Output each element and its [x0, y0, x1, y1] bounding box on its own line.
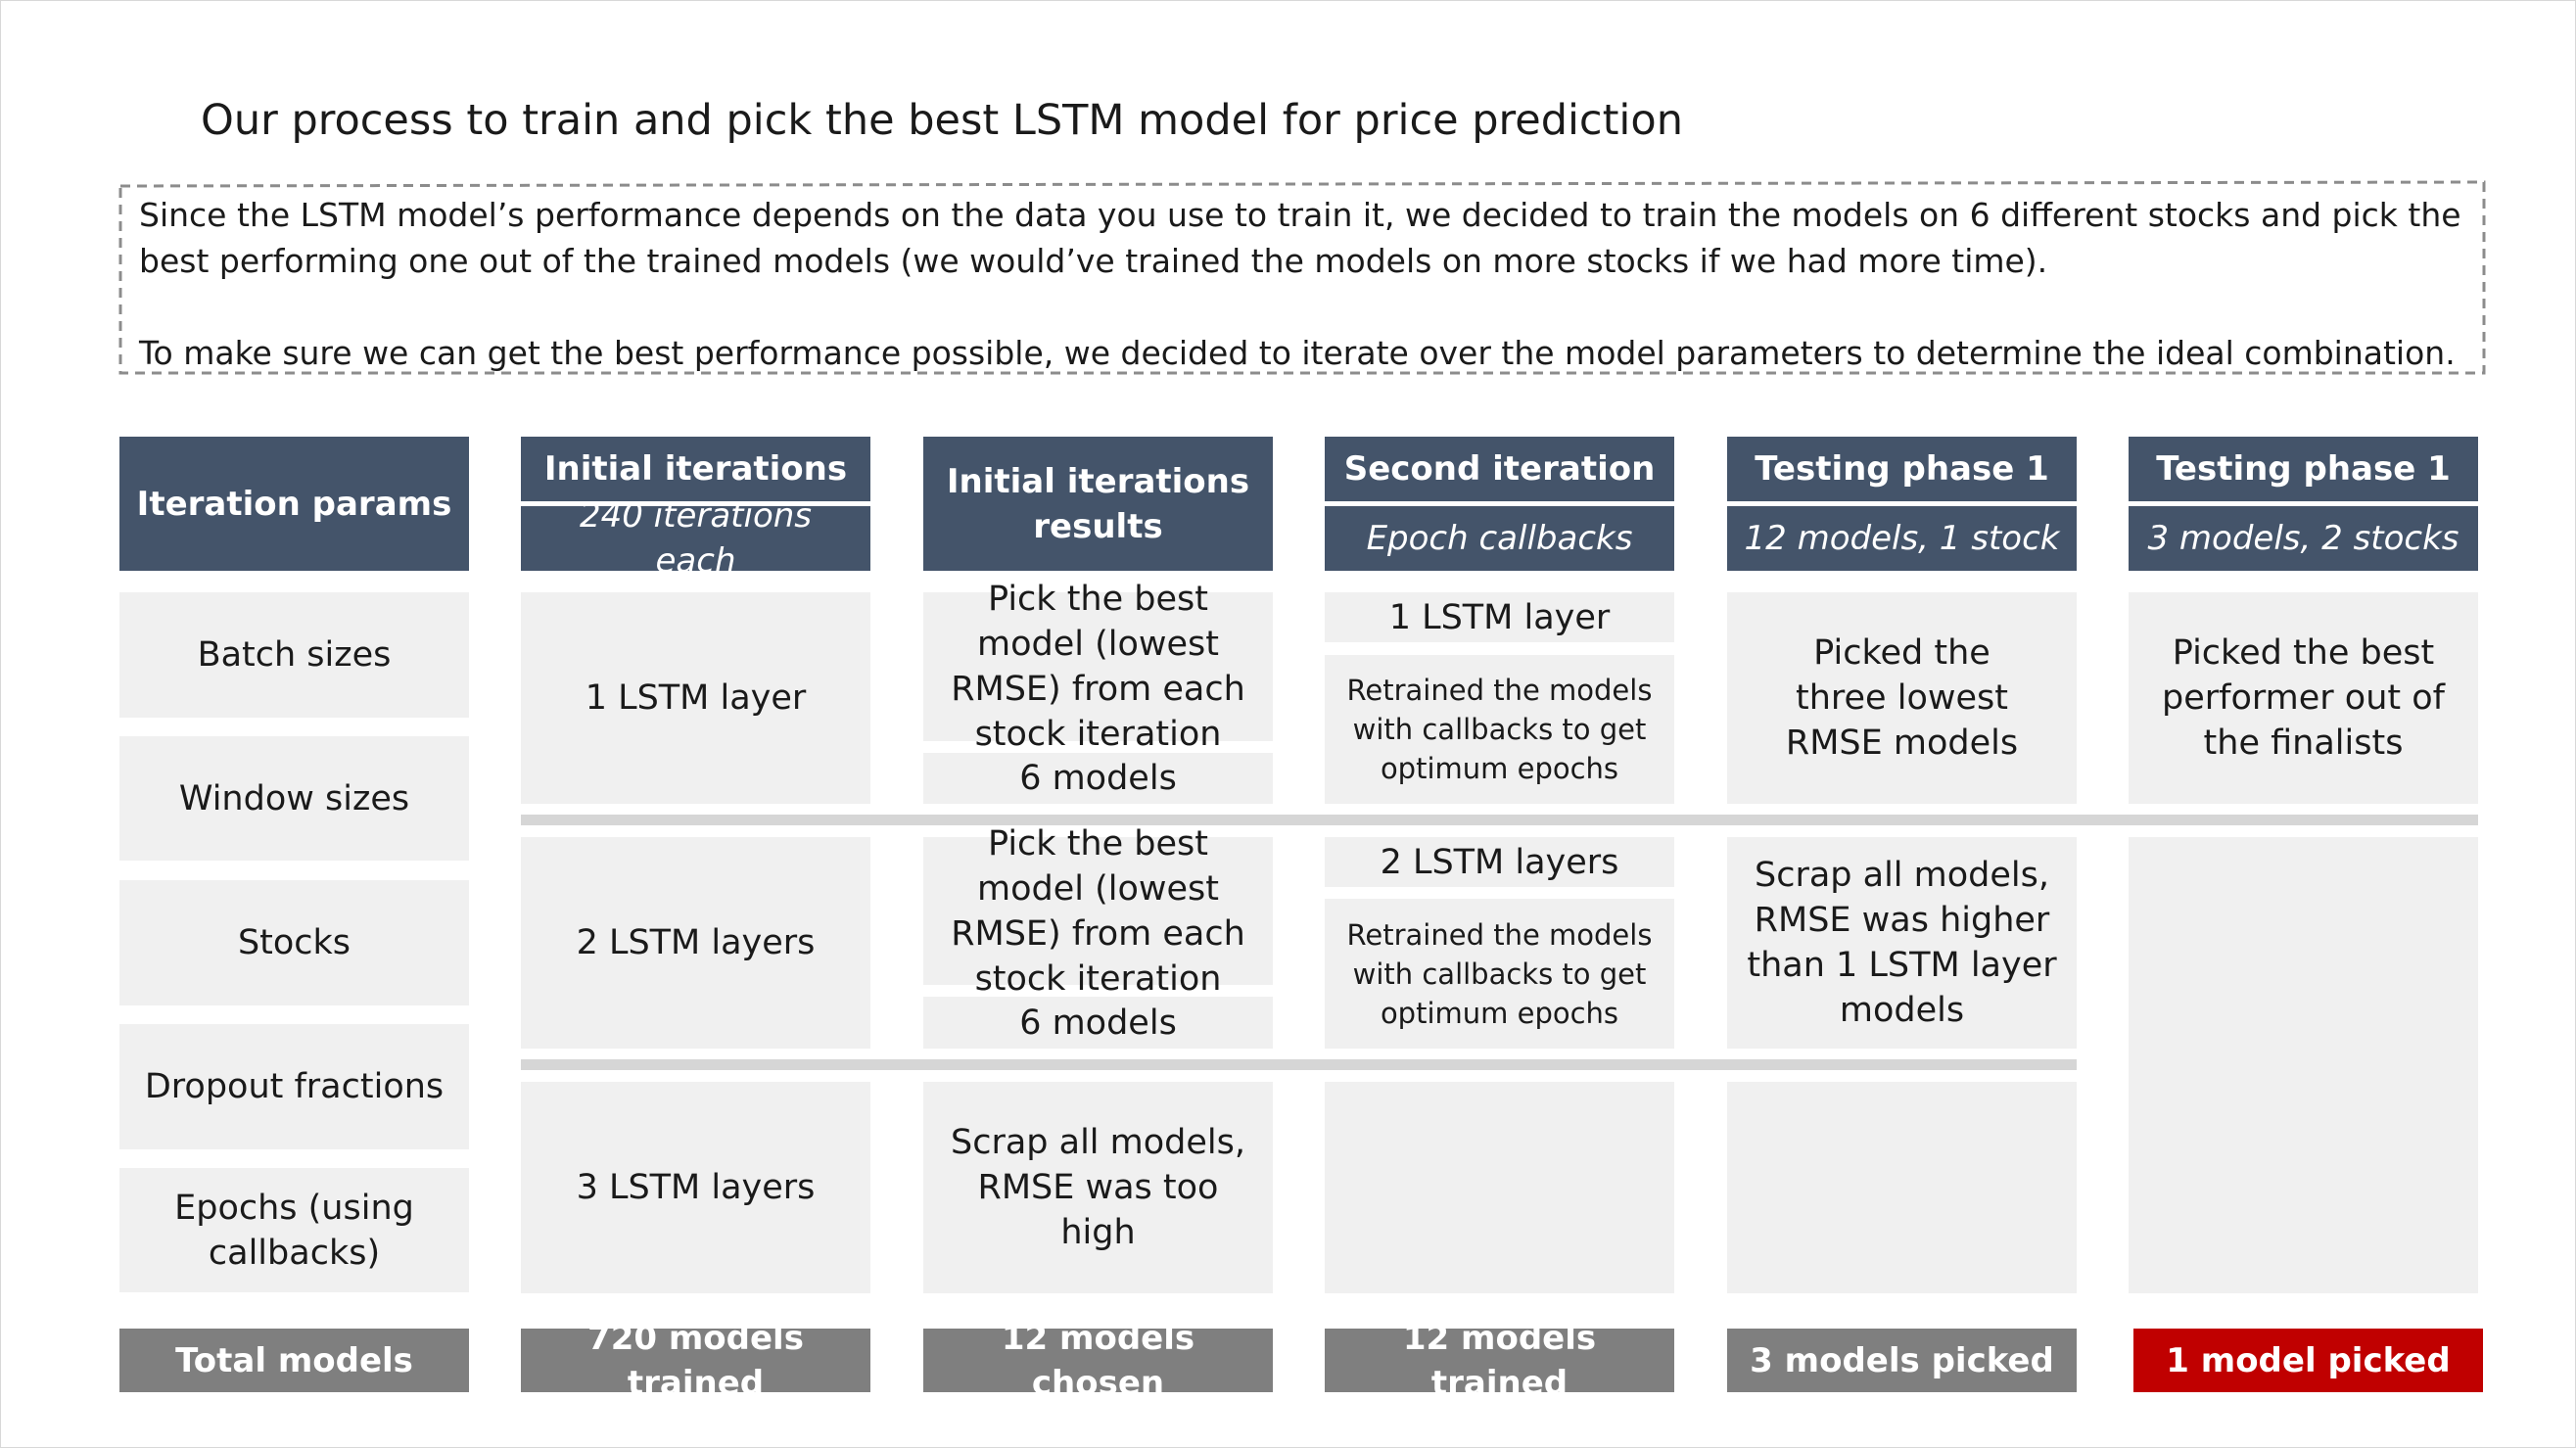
header-testing-phase-b: Testing phase 1 — [2129, 437, 2478, 501]
param-epochs: Epochs (using callbacks) — [119, 1168, 469, 1292]
subheader-initial-iterations: 240 iterations each — [521, 496, 870, 581]
initial-row-3: 3 LSTM layers — [521, 1082, 870, 1293]
subheader-testing-phase-a: 12 models, 1 stock — [1727, 506, 2077, 571]
second-note-row-1: Retrained the models with callbacks to g… — [1325, 655, 1674, 804]
header-initial-results: Initial iterations results — [923, 437, 1273, 571]
dashed-border — [118, 180, 2486, 375]
result-row-1: Pick the best model (lowest RMSE) from e… — [923, 580, 1273, 754]
testing-b-row-1: Picked the best performer out of the fin… — [2129, 592, 2478, 804]
param-stocks: Stocks — [119, 880, 469, 1005]
slide-title: Our process to train and pick the best L… — [201, 96, 1683, 145]
subheader-testing-phase-b: 3 models, 2 stocks — [2129, 506, 2478, 571]
total-label: Total models — [119, 1329, 469, 1392]
result-row-2: Pick the best model (lowest RMSE) from e… — [923, 824, 1273, 999]
initial-row-1: 1 LSTM layer — [521, 592, 870, 804]
total-final-model-picked: 1 model picked — [2133, 1329, 2483, 1392]
intro-paragraph-1: Since the LSTM model’s performance depen… — [139, 196, 2461, 280]
total-testing-phase-a: 3 models picked — [1727, 1329, 2077, 1392]
row-divider-2 — [521, 1059, 2077, 1070]
initial-row-2: 2 LSTM layers — [521, 837, 870, 1049]
testing-b-empty — [2129, 837, 2478, 1293]
second-note-row-2: Retrained the models with callbacks to g… — [1325, 899, 1674, 1049]
header-iteration-params: Iteration params — [119, 437, 469, 571]
row-divider-1 — [521, 815, 2478, 825]
result-count-row-1: 6 models — [923, 753, 1273, 804]
testing-a-row-1: Picked the three lowest RMSE models — [1727, 592, 2077, 804]
second-empty-row-3 — [1325, 1082, 1674, 1293]
intro-box: Since the LSTM model’s performance depen… — [117, 178, 2487, 377]
param-batch-sizes: Batch sizes — [119, 592, 469, 718]
result-count-row-2: 6 models — [923, 997, 1273, 1049]
result-row-3: Scrap all models, RMSE was too high — [923, 1082, 1273, 1293]
header-initial-iterations: Initial iterations — [521, 437, 870, 501]
param-window-sizes: Window sizes — [119, 736, 469, 861]
total-second-iteration: 12 models trained — [1325, 1319, 1674, 1403]
intro-text: Since the LSTM model’s performance depen… — [139, 192, 2467, 376]
intro-paragraph-2: To make sure we can get the best perform… — [139, 334, 2456, 372]
testing-a-empty-row-3 — [1727, 1082, 2077, 1293]
header-testing-phase-a: Testing phase 1 — [1727, 437, 2077, 501]
param-dropout-fractions: Dropout fractions — [119, 1024, 469, 1149]
subheader-second-iteration: Epoch callbacks — [1325, 506, 1674, 571]
testing-a-row-2: Scrap all models, RMSE was higher than 1… — [1727, 837, 2077, 1049]
second-layer-row-2: 2 LSTM layers — [1325, 837, 1674, 887]
second-layer-row-1: 1 LSTM layer — [1325, 592, 1674, 642]
total-initial-iterations: 720 models trained — [521, 1319, 870, 1403]
header-second-iteration: Second iteration — [1325, 437, 1674, 501]
total-initial-results: 12 models chosen — [923, 1319, 1273, 1403]
